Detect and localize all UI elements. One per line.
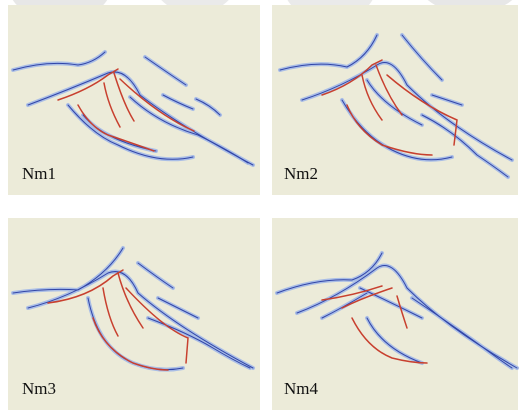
panel: Nm2 [272,5,518,195]
panel: Nm4 [272,218,518,410]
panel-label: Nm1 [22,164,56,183]
panel-label: Nm4 [284,379,319,398]
figure: Nm1 Nm2 Nm3 Nm4 [0,0,523,414]
panel-label: Nm2 [284,164,318,183]
panel: Nm3 [8,218,260,410]
panel-label: Nm3 [22,379,56,398]
panel: Nm1 [8,5,260,195]
